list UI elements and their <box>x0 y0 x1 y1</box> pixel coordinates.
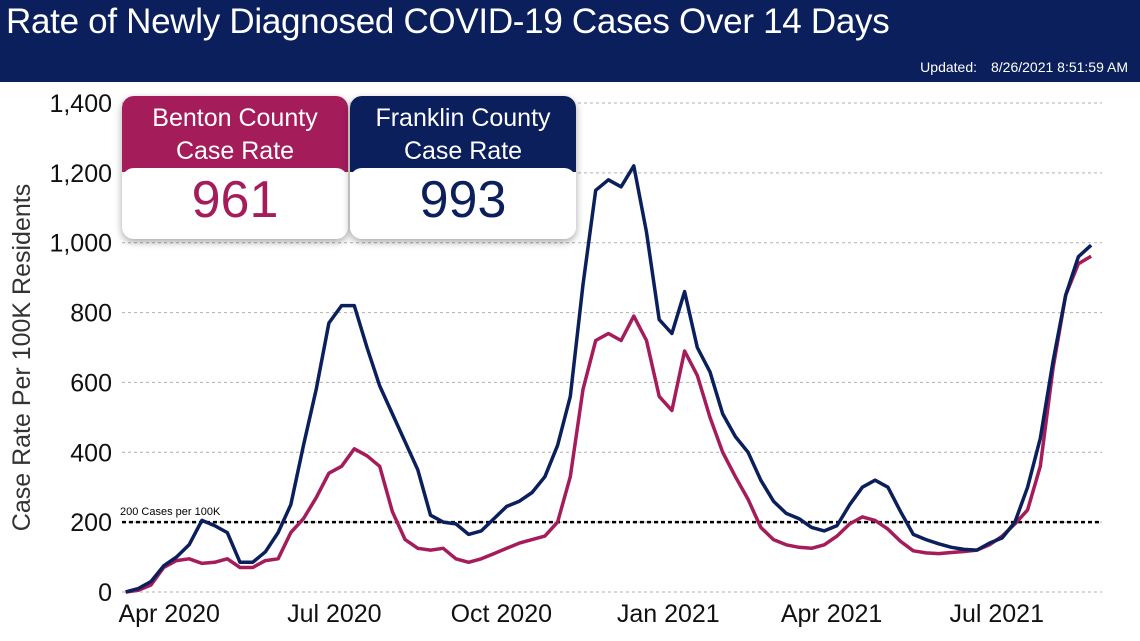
card-title: Franklin County Case Rate <box>350 96 576 172</box>
franklin-case-rate-value: 993 <box>419 171 507 229</box>
reference-line-label: 200 Cases per 100K <box>120 506 221 518</box>
y-axis-label: Case Rate Per 100K Residents <box>8 184 36 531</box>
card-title-line2: Case Rate <box>175 137 295 165</box>
franklin-case-rate-card: Franklin County Case Rate 993 <box>350 96 576 239</box>
x-tick-label: Oct 2020 <box>451 600 552 628</box>
y-tick-label: 800 <box>70 300 112 328</box>
updated-label: Updated: <box>920 59 977 75</box>
card-title: Benton County Case Rate <box>122 96 348 172</box>
card-title-line2: Case Rate <box>403 137 523 165</box>
card-title-line1: Franklin County <box>375 104 551 132</box>
x-tick-label: Jan 2021 <box>617 600 720 628</box>
card-title-line1: Benton County <box>152 104 318 132</box>
y-tick-label: 600 <box>70 369 112 397</box>
y-tick-label: 1,400 <box>49 90 112 118</box>
updated-timestamp: Updated: 8/26/2021 8:51:59 AM <box>906 59 1128 75</box>
x-tick-label: Jul 2020 <box>287 600 382 628</box>
x-tick-label: Apr 2020 <box>118 600 219 628</box>
x-tick-label: Apr 2021 <box>781 600 882 628</box>
page-title: Rate of Newly Diagnosed COVID-19 Cases O… <box>6 2 890 41</box>
y-tick-label: 0 <box>98 579 112 607</box>
updated-value: 8/26/2021 8:51:59 AM <box>991 59 1128 75</box>
y-tick-label: 200 <box>70 509 112 537</box>
y-tick-label: 400 <box>70 439 112 467</box>
x-tick-label: Jul 2021 <box>949 600 1044 628</box>
benton-case-rate-card: Benton County Case Rate 961 <box>122 96 348 239</box>
benton-case-rate-value: 961 <box>191 171 279 229</box>
y-tick-label: 1,200 <box>49 160 112 188</box>
y-tick-label: 1,000 <box>49 230 112 258</box>
header-bar: Rate of Newly Diagnosed COVID-19 Cases O… <box>0 0 1140 82</box>
